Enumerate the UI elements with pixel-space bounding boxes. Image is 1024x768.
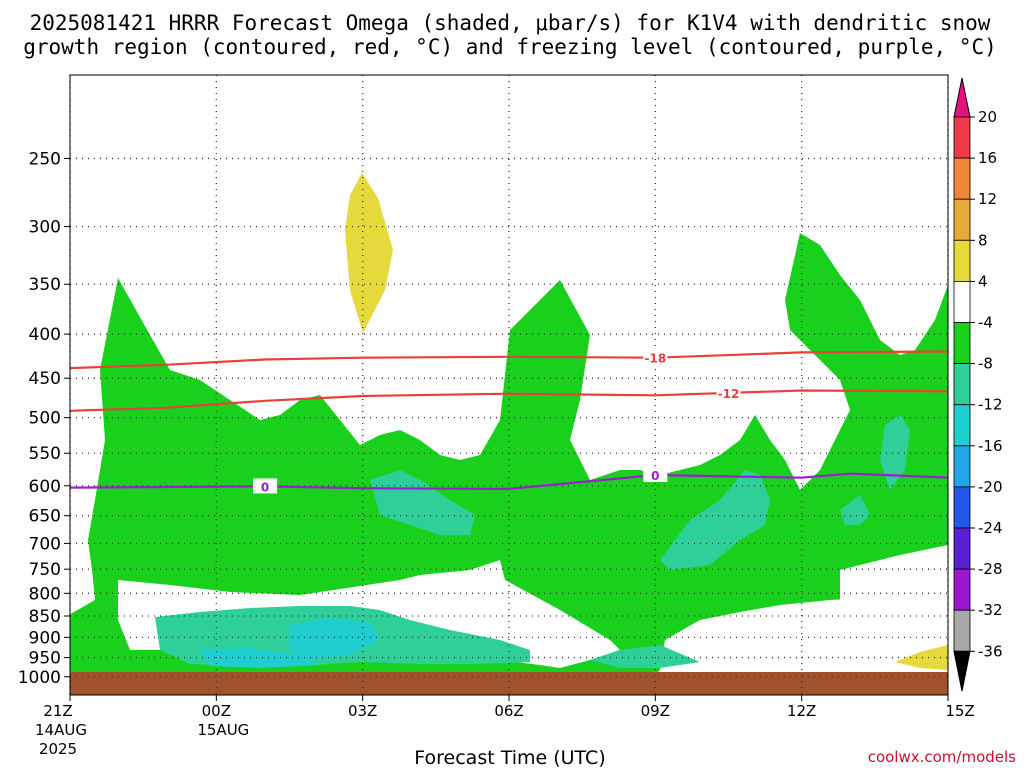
chart-title-line1: 2025081421 HRRR Forecast Omega (shaded, … [30,11,991,35]
x-tick-year: 2025 [39,740,77,758]
contour-label: 0 [651,469,659,483]
y-axis-ticks: 2503003504004505005506006507007508008509… [18,149,70,688]
colorbar-label: 8 [978,231,988,249]
contour-label: -18 [644,352,666,366]
x-tick-label: 00Z [202,702,231,720]
contour-label-bg [253,478,278,494]
colorbar: 20 16 12 8 4 -4 -8 -12 -16 -20 -24 -28 -32 -36 [953,77,1003,692]
contour-label: -12 [718,387,740,401]
colorbar-label: 20 [978,108,997,126]
x-tick-label: 15Z [945,702,974,720]
plot-frame [69,74,949,696]
omega-region-teal-6 [590,645,700,668]
omega-region-white-3 [840,545,948,625]
colorbar-label: -8 [978,355,993,373]
credit-text: coolwx.com/models [868,748,1016,766]
contour-line-0 [69,472,949,491]
colorbar-swatch [953,116,971,159]
colorbar-swatch [953,568,971,611]
x-tick-date: 14AUG [35,721,87,739]
y-tick-label: 600 [29,477,61,497]
colorbar-swatch [953,157,971,200]
omega-region-cyan-1 [290,618,380,660]
contour-label-bg [716,384,741,400]
colorbar-swatch [953,527,971,570]
x-axis-label: Forecast Time (UTC) [414,747,605,768]
omega-region-teal-2 [370,470,475,535]
x-tick-label: 06Z [494,702,523,720]
y-tick-label: 900 [29,628,61,648]
colorbar-label: -12 [978,396,1003,414]
y-tick-label: 550 [29,444,61,464]
x-tick-date: 15AUG [197,721,249,739]
x-tick-label: 03Z [348,702,377,720]
y-tick-label: 450 [29,369,61,389]
colorbar-swatch [953,363,971,406]
y-tick-label: 950 [29,649,61,669]
colorbar-swatch [953,198,971,241]
y-tick-label: 700 [29,534,61,554]
omega-region-yellow-upper [345,173,393,333]
colorbar-swatch [953,609,971,652]
y-tick-label: 1000 [18,668,61,688]
contour-line-minus18 [69,350,949,370]
x-tick-label: 09Z [641,702,670,720]
chart-title-line2: growth region (contoured, red, °C) and f… [23,35,997,59]
colorbar-label: 12 [978,190,997,208]
colorbar-swatch [953,239,971,282]
colorbar-label: -20 [978,478,1003,496]
y-tick-label: 650 [29,507,61,527]
colorbar-swatch [953,404,971,447]
x-tick-label: 21Z [43,702,72,720]
y-tick-label: 250 [29,149,61,169]
omega-region-yellow-lower [895,645,948,670]
omega-region-cyan-2 [200,648,320,668]
y-tick-label: 500 [29,409,61,429]
omega-region-green-main [70,233,948,695]
colorbar-swatch [953,445,971,488]
contour-line-minus12 [69,389,949,412]
omega-region-white-2 [640,560,948,695]
colorbar-label: 16 [978,149,997,167]
colorbar-top-arrow [953,77,971,118]
omega-region-teal-3 [660,470,770,570]
omega-region-teal-5 [840,495,870,525]
x-tick-label: 12Z [787,702,816,720]
colorbar-bottom-arrow [953,650,971,692]
contours: -18 -12 0 0 [69,349,949,494]
y-tick-label: 750 [29,560,61,580]
y-tick-label: 300 [29,218,61,238]
colorbar-label: -16 [978,437,1003,455]
y-tick-label: 850 [29,607,61,627]
y-tick-label: 350 [29,275,61,295]
colorbar-label: -32 [978,601,1003,619]
colorbar-swatch [953,280,971,323]
colorbar-swatch [953,486,971,529]
y-tick-label: 800 [29,584,61,604]
contour-label: 0 [261,480,269,494]
colorbar-label: 4 [978,272,988,290]
omega-shading [70,173,948,695]
contour-label-bg [643,467,668,483]
colorbar-swatch [953,322,971,364]
y-tick-label: 400 [29,325,61,345]
contour-label-bg [643,349,668,365]
ground-below-surface [70,672,948,695]
colorbar-label: -28 [978,560,1003,578]
colorbar-label: -36 [978,642,1003,660]
colorbar-label: -4 [978,314,993,332]
colorbar-label: -24 [978,519,1003,537]
omega-region-teal-4 [880,415,910,490]
